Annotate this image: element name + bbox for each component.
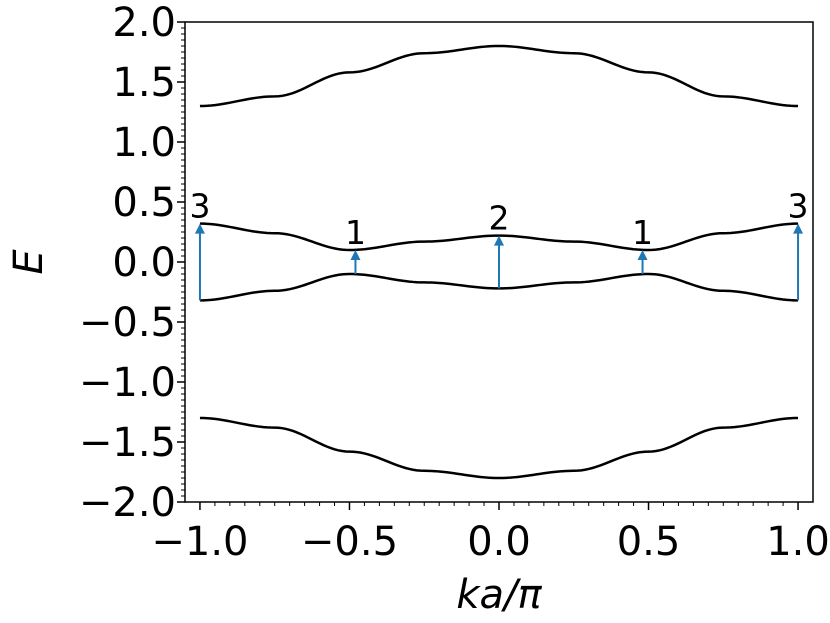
y-tick-label-8: −2.0 <box>79 480 176 526</box>
band-line-1 <box>199 44 799 108</box>
y-tick-label-3: 0.5 <box>112 180 176 226</box>
band-line-4 <box>199 416 799 480</box>
transition-label-5: 3 <box>788 187 809 226</box>
y-tick-label-6: −1.0 <box>79 360 176 406</box>
x-tick-label-3: 0.5 <box>617 519 681 565</box>
transition-arrowhead-5 <box>793 223 804 234</box>
transition-label-4: 1 <box>632 213 653 252</box>
x-tick-label-2: 0.0 <box>467 519 531 565</box>
y-tick-label-2: 1.0 <box>112 120 176 166</box>
plot-area: 3 1 2 1 3 <box>189 44 809 480</box>
y-tick-label-0: 2.0 <box>112 0 176 46</box>
x-axis-label: ka/π <box>456 572 542 618</box>
x-tick-label-1: −0.5 <box>301 519 398 565</box>
y-tick-label-4: 0.0 <box>112 240 176 286</box>
transition-label-2: 1 <box>345 213 366 252</box>
y-axis-label: E <box>6 249 52 275</box>
transition-label-3: 2 <box>489 199 510 238</box>
y-tick-label-7: −1.5 <box>79 420 176 466</box>
transition-label-1: 3 <box>189 187 210 226</box>
transition-arrowhead-3 <box>494 235 504 246</box>
transition-arrowhead-4 <box>637 250 648 260</box>
x-tick-label-4: 1.0 <box>766 519 830 565</box>
axis-ticks: −1.0 −0.5 0.0 0.5 1.0 2.0 1.5 1.0 0.5 0.0 −0.5 −1.0… <box>79 0 830 565</box>
transition-arrowhead-2 <box>350 250 361 260</box>
transition-arrowhead-1 <box>194 223 205 234</box>
y-tick-label-1: 1.5 <box>112 60 176 106</box>
x-tick-label-0: −1.0 <box>151 519 248 565</box>
y-tick-label-5: −0.5 <box>79 300 176 346</box>
plot-frame <box>184 21 814 503</box>
